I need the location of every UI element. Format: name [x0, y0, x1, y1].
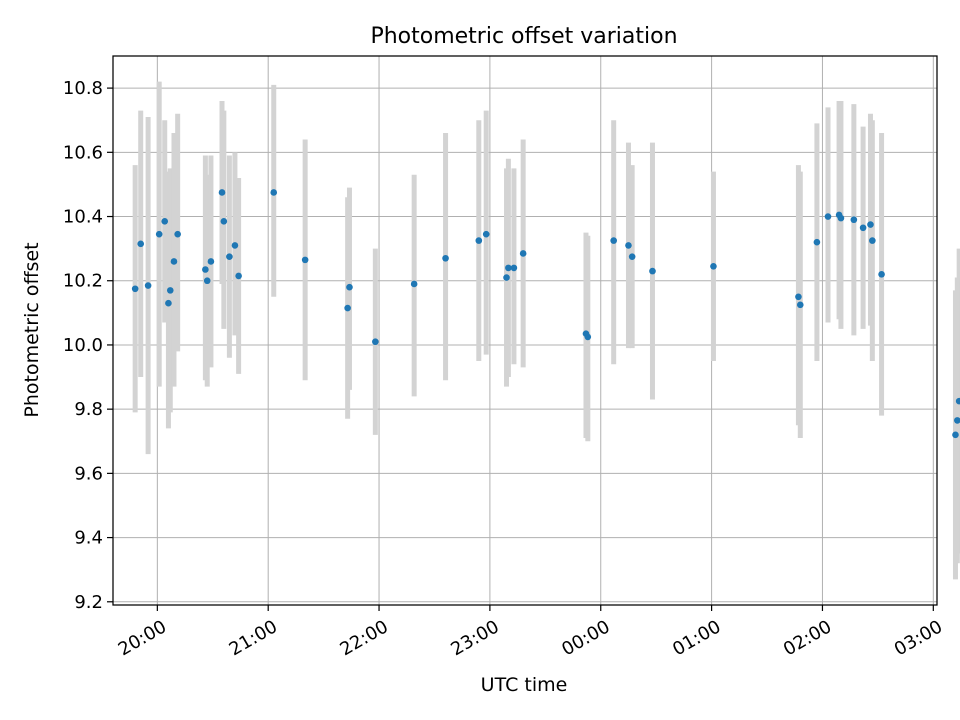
y-tick-label: 10.8 — [63, 78, 103, 99]
data-point — [813, 238, 821, 246]
data-point — [952, 431, 959, 439]
data-point — [625, 242, 632, 249]
data-point — [166, 287, 174, 294]
data-point — [795, 293, 802, 301]
data-point — [628, 253, 636, 260]
data-point — [161, 218, 169, 225]
data-point — [155, 230, 163, 238]
data-point — [170, 258, 178, 265]
plot-frame — [112, 55, 938, 606]
data-points — [131, 189, 960, 439]
data-point — [503, 274, 510, 281]
data-point — [442, 254, 449, 262]
data-point — [144, 282, 152, 289]
data-point — [610, 237, 617, 244]
data-point — [837, 214, 845, 222]
y-tick-label: 10.4 — [63, 207, 103, 228]
data-point — [202, 266, 209, 273]
data-point — [165, 299, 172, 307]
data-point — [270, 189, 278, 196]
data-point — [235, 272, 242, 280]
data-point — [850, 216, 858, 224]
y-tick-label: 9.4 — [74, 528, 103, 549]
data-point — [410, 280, 418, 288]
data-point — [218, 189, 226, 196]
y-axis-label: Photometric offset — [21, 242, 43, 417]
data-point — [344, 304, 351, 312]
data-point — [220, 218, 228, 225]
y-tick-label: 10.0 — [63, 335, 103, 356]
y-tick-label: 9.8 — [74, 399, 103, 420]
data-point — [203, 277, 211, 285]
data-point — [475, 237, 483, 244]
x-axis-label: UTC time — [481, 674, 568, 696]
data-point — [174, 230, 181, 238]
y-tick-label: 10.6 — [63, 142, 103, 163]
data-point — [584, 333, 592, 341]
data-point — [226, 253, 233, 260]
data-point — [878, 271, 885, 278]
data-point — [867, 221, 874, 228]
data-point — [954, 417, 960, 424]
data-point — [859, 224, 867, 232]
chart-title: Photometric offset variation — [370, 24, 677, 49]
y-tick-label: 9.6 — [74, 463, 103, 484]
data-point — [207, 258, 215, 265]
data-point — [519, 250, 527, 257]
data-point — [505, 264, 512, 272]
data-point — [346, 283, 353, 291]
data-point — [869, 237, 876, 244]
data-point — [301, 256, 309, 264]
data-point — [824, 213, 832, 220]
data-point — [131, 285, 139, 293]
data-point — [137, 240, 145, 248]
y-tick-label: 10.2 — [63, 271, 103, 292]
y-axis-ticks: 9.2 9.4 9.6 9.8 10.0 10.2 10.4 10.6 10.8 — [63, 78, 113, 613]
data-point — [231, 242, 239, 249]
data-point — [955, 397, 960, 405]
data-point — [510, 264, 518, 272]
data-point — [649, 267, 656, 275]
y-tick-label: 9.2 — [74, 592, 103, 613]
data-point — [710, 262, 717, 270]
data-point — [796, 301, 804, 309]
data-point — [482, 230, 490, 238]
data-point — [372, 338, 379, 346]
